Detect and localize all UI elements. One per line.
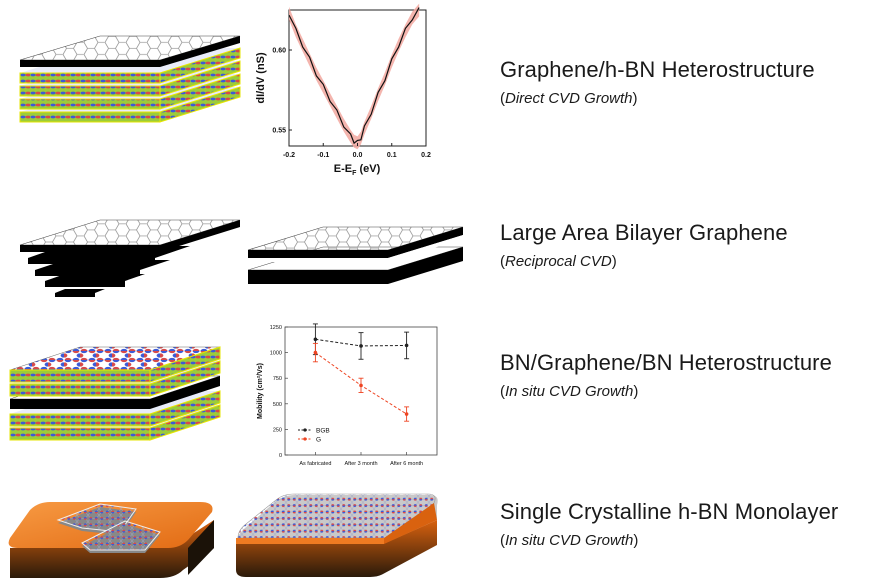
bilayer-graphene-illustration [248,227,463,284]
hbn-monolayer-on-substrate-illustration [236,494,438,577]
stepped-graphene-illustration [20,220,240,297]
y-tick-label: 0.60 [272,48,286,55]
row-3-title: BN/Graphene/BN Heterostructure [500,350,832,376]
y-tick-label: 1000 [270,351,282,357]
chart1-error-band [289,4,419,150]
data-point [405,412,409,416]
x-tick-label: After 6 month [390,461,423,467]
error-band [289,4,419,150]
row-4-title: Single Crystalline h-BN Monolayer [500,499,838,525]
y-tick-label: 0 [279,453,282,459]
x-tick-label: 0.2 [421,152,431,159]
graphene-top-layer [20,220,240,252]
data-point [359,384,363,388]
x-tick-label: As fabricated [299,461,331,467]
y-tick-label: 250 [273,427,282,433]
chart1-series [289,8,419,144]
didv-chart: -0.2 -0.1 0.0 0.1 0.2 0.55 0.60 dI/dV (nS) E-E… [255,4,431,177]
legend-label-g: G [316,437,321,444]
legend-label-bgb: BGB [316,428,330,435]
row-2-title: Large Area Bilayer Graphene [500,220,788,246]
row-1-subtitle: (Direct CVD Growth) [500,90,638,107]
data-point [314,337,318,341]
graphene-hbn-stack-illustration [20,36,240,122]
chart2-axis-ticks: 0 250 500 750 1000 1250 As fabricated After 3 m… [270,325,423,467]
x-tick-label: 0.0 [353,152,363,159]
row-3-subtitle: (In situ CVD Growth) [500,383,638,400]
bn-graphene-bn-stack-illustration [10,347,220,440]
y-tick-label: 750 [273,376,282,382]
x-tick-label: After 3 month [344,461,377,467]
chart2-y-axis-label: Mobility (cm²/Vs) [257,363,264,419]
data-point [314,351,318,355]
chart2-legend: BGB G [298,428,330,444]
row-2-subtitle: (Reciprocal CVD) [500,253,617,270]
data-point [405,344,409,348]
graphene-step-layer [55,289,105,297]
x-tick-label: -0.2 [283,152,295,159]
chart1-x-axis-label: E-EF (eV) [334,163,381,177]
row-4-subtitle: (In situ CVD Growth) [500,532,638,549]
row-1-title: Graphene/h-BN Heterostructure [500,57,815,83]
data-point [359,344,363,348]
hbn-triangles-on-substrate-illustration [9,502,214,578]
mobility-chart: 0 250 500 750 1000 1250 As fabricated After 3 m… [257,324,437,467]
y-tick-label: 500 [273,402,282,408]
y-tick-label: 1250 [270,325,282,331]
chart2-series [313,324,409,421]
x-tick-label: -0.1 [317,152,329,159]
x-tick-label: 0.1 [387,152,397,159]
chart1-y-axis-label: dI/dV (nS) [255,52,267,104]
y-tick-label: 0.55 [272,128,286,135]
didv-line [289,8,419,144]
